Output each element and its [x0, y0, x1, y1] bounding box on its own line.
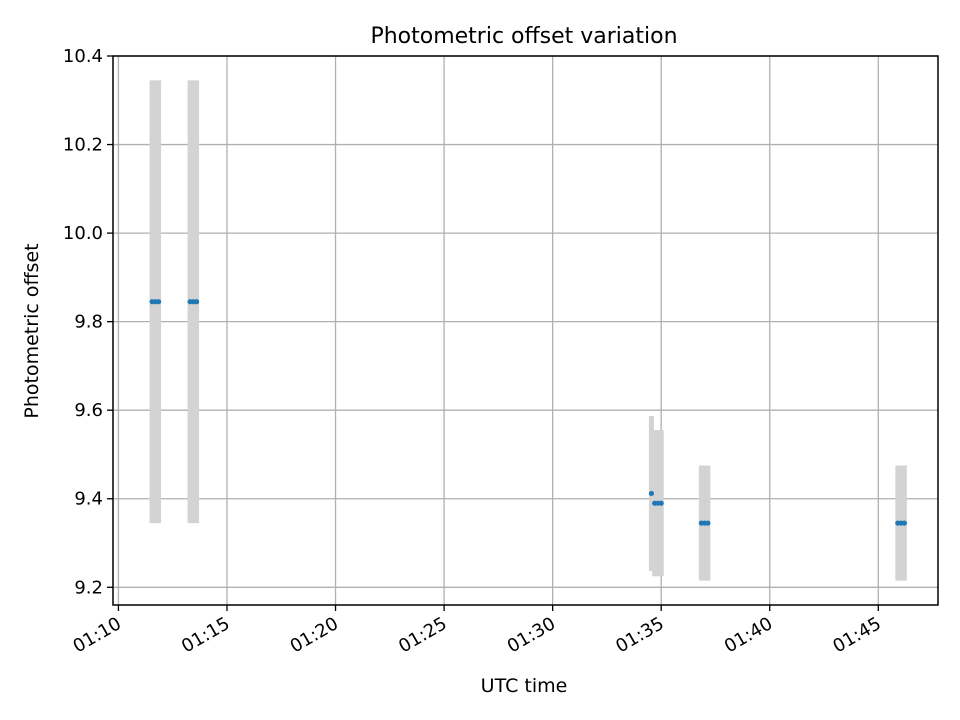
- y-axis-label: Photometric offset: [21, 243, 43, 418]
- x-axis: 01:10 01:15 01:20 01:25 01:30 01:35 01:40 01:45: [70, 605, 885, 657]
- data-point: [155, 299, 162, 305]
- plot-frame: [112, 55, 939, 606]
- data-point: [193, 299, 200, 305]
- data-points: [149, 299, 907, 526]
- y-tick-label: 9.4: [74, 489, 103, 510]
- x-tick-label: 01:15: [178, 613, 233, 657]
- error-bars: [149, 80, 907, 581]
- x-tick-label: 01:20: [287, 613, 342, 657]
- x-tick-label: 01:45: [829, 613, 884, 657]
- y-axis: 9.2 9.4 9.6 9.8 10.0 10.2 10.4: [63, 46, 113, 598]
- x-tick-label: 01:35: [612, 613, 667, 657]
- x-tick-label: 01:10: [70, 613, 125, 657]
- x-axis-label: UTC time: [481, 675, 568, 697]
- data-point: [901, 520, 907, 526]
- y-tick-label: 9.6: [74, 400, 103, 421]
- data-point: [705, 520, 711, 526]
- y-tick-label: 9.2: [74, 577, 103, 598]
- y-tick-label: 10.0: [63, 223, 103, 244]
- data-point: [658, 500, 664, 506]
- y-tick-label: 10.4: [63, 46, 103, 67]
- data-point: [648, 490, 655, 497]
- chart-title: Photometric offset variation: [370, 24, 677, 49]
- x-tick-label: 01:40: [721, 613, 776, 657]
- x-tick-label: 01:25: [395, 613, 450, 657]
- grid: [113, 55, 938, 605]
- y-tick-label: 10.2: [63, 135, 103, 156]
- x-tick-label: 01:30: [504, 613, 559, 657]
- y-tick-label: 9.8: [74, 312, 103, 333]
